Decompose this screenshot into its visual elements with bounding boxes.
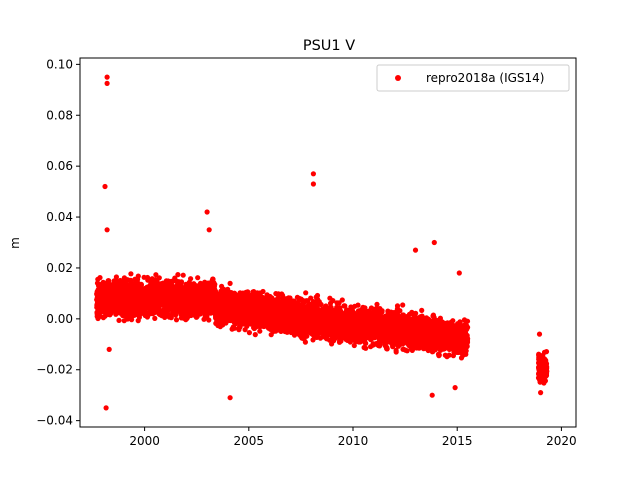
data-point (197, 287, 203, 293)
data-point (150, 281, 156, 287)
data-point (116, 305, 122, 311)
data-point (409, 309, 415, 315)
data-point (210, 276, 216, 282)
data-point (268, 332, 274, 338)
data-point (162, 314, 168, 320)
data-point (132, 302, 139, 308)
data-point (185, 284, 191, 291)
data-point (124, 292, 131, 298)
data-point (400, 302, 406, 308)
data-point (201, 316, 207, 322)
data-point (155, 305, 161, 311)
data-point (227, 280, 233, 286)
data-point (187, 300, 193, 306)
data-point (195, 275, 201, 281)
data-point (116, 317, 122, 323)
data-point (167, 293, 174, 299)
data-point (135, 318, 141, 324)
data-point (100, 279, 106, 285)
data-point (141, 274, 147, 280)
data-point (148, 293, 154, 299)
data-point (165, 308, 171, 314)
data-point (111, 302, 117, 308)
data-point (394, 303, 401, 309)
data-point (129, 317, 135, 323)
data-point (246, 330, 252, 336)
data-point (181, 300, 187, 307)
data-point (210, 281, 216, 287)
data-point (128, 271, 134, 277)
data-point (100, 296, 107, 302)
data-point (107, 281, 113, 287)
data-point (229, 326, 235, 332)
data-point (173, 317, 180, 323)
data-point (314, 292, 321, 299)
data-point (206, 302, 212, 308)
data-point (167, 280, 173, 286)
data-point (135, 276, 141, 282)
chart-title: PSU1 V (303, 38, 355, 54)
data-point (174, 300, 180, 306)
data-point (185, 291, 191, 297)
data-point (94, 302, 100, 308)
data-point (180, 272, 186, 278)
data-point (165, 299, 171, 305)
data-point (144, 314, 150, 320)
data-point (158, 298, 164, 305)
data-point (125, 277, 131, 283)
data-point (128, 287, 134, 293)
data-point (140, 294, 147, 300)
data-point (136, 295, 142, 301)
data-point (141, 305, 147, 311)
data-point (191, 312, 197, 318)
data-point (191, 296, 197, 302)
data-point (103, 305, 110, 311)
data-point (188, 276, 194, 282)
data-point (127, 310, 134, 316)
data-point (123, 300, 129, 306)
data-point (116, 310, 122, 316)
data-point (131, 280, 138, 286)
data-point (339, 297, 345, 303)
data-point (188, 305, 194, 311)
data-point (152, 315, 158, 321)
data-point (184, 315, 190, 321)
data-point (134, 288, 140, 294)
data-point (243, 289, 249, 295)
data-point (303, 290, 309, 296)
data-point (203, 289, 209, 295)
data-point (161, 292, 167, 298)
data-point (121, 312, 127, 318)
data-points (94, 74, 550, 411)
data-point (113, 274, 119, 280)
data-point (95, 276, 101, 282)
data-point (252, 332, 258, 338)
data-point (165, 286, 171, 293)
data-point (172, 307, 178, 313)
data-point (175, 272, 181, 278)
data-point (198, 294, 205, 300)
data-point (168, 315, 174, 321)
data-point (419, 307, 425, 313)
data-point (177, 285, 183, 291)
data-point (147, 308, 154, 314)
data-point (171, 284, 177, 290)
data-point (206, 317, 212, 323)
data-point (178, 315, 184, 321)
data-point (174, 278, 180, 284)
data-point (450, 318, 456, 324)
data-point (199, 305, 205, 311)
data-point (97, 309, 103, 315)
data-point (105, 287, 111, 293)
data-point (153, 272, 159, 278)
data-point (200, 309, 206, 315)
data-point (98, 289, 104, 295)
data-point (236, 327, 242, 333)
data-point (118, 281, 124, 287)
data-point (159, 282, 166, 288)
data-point (184, 311, 190, 317)
